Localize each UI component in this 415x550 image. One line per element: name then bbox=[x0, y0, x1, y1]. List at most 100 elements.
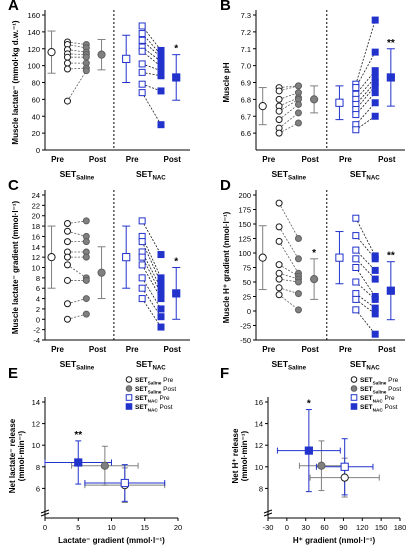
panel-a-point bbox=[138, 47, 146, 55]
panel-b-mean-marker bbox=[386, 73, 395, 82]
panel-c-x-tick-label: Pre bbox=[126, 345, 139, 354]
panel-c-point bbox=[82, 217, 90, 225]
panel-d-sig-saline: * bbox=[312, 248, 316, 259]
panel-e-x-tick-label: 0 bbox=[43, 523, 47, 532]
panel-e-y-label: Net lactate⁻ release bbox=[8, 418, 17, 493]
panel-c-point bbox=[157, 323, 165, 331]
panel-d-point bbox=[371, 255, 379, 263]
panel-b-point bbox=[294, 119, 302, 127]
panel-d-point bbox=[352, 295, 360, 303]
panel-d-point bbox=[275, 291, 283, 299]
panel-e-point bbox=[120, 478, 129, 488]
panel-b-point bbox=[371, 89, 379, 97]
panel-b-sig-nac: ** bbox=[387, 38, 395, 49]
panel-d-letter: D bbox=[220, 177, 231, 194]
panel-e-y-tick-label: 8 bbox=[36, 463, 40, 472]
panel-a-y-tick-label: 120 bbox=[27, 45, 40, 54]
panel-f-x-tick-label: 180 bbox=[394, 523, 407, 532]
panel-f-legend-label: SETNAC Pre bbox=[360, 395, 395, 404]
panel-f-sig-annotation: * bbox=[307, 399, 311, 410]
panel-d-point bbox=[275, 284, 283, 292]
panel-b-point bbox=[275, 116, 283, 124]
panel-c-point bbox=[82, 238, 90, 246]
panel-f-y-tick-label: 16 bbox=[255, 398, 263, 407]
panel-d-y-tick-label: 100 bbox=[238, 249, 251, 258]
panel-d-group-label: SETNAC bbox=[350, 359, 380, 372]
panel-c-y-tick-label: 20 bbox=[32, 212, 40, 221]
panel-d-mean-marker bbox=[386, 286, 395, 295]
panel-d-point bbox=[371, 304, 379, 312]
panel-d-point bbox=[294, 235, 302, 242]
panel-f-x-tick-label: 60 bbox=[320, 523, 328, 532]
panel-b-pair-line bbox=[355, 19, 376, 85]
panel-e-y-tick-label: 12 bbox=[32, 420, 40, 429]
panel-b-y-tick-label: 6.7 bbox=[241, 112, 251, 121]
panel-b-y-label: Muscle pH bbox=[222, 62, 231, 102]
panel-c-pair-line bbox=[67, 264, 87, 279]
panel-b-point bbox=[352, 111, 360, 119]
panel-e-point bbox=[100, 461, 109, 470]
panel-a-point bbox=[63, 97, 71, 105]
panel-d-mean-marker bbox=[258, 253, 267, 262]
panel-e-legend-marker bbox=[125, 403, 133, 410]
panel-d-y-tick-label: 50 bbox=[243, 278, 251, 287]
panel-a-mean-marker bbox=[172, 73, 181, 82]
panel-a-letter: A bbox=[8, 0, 19, 14]
panel-d-point bbox=[352, 306, 360, 314]
panel-d-point bbox=[352, 264, 360, 271]
panel-b-point bbox=[294, 82, 302, 90]
panel-d-x-tick-label: Post bbox=[378, 345, 396, 354]
panel-a-y-tick-label: 160 bbox=[27, 11, 40, 20]
panel-c-pair-line bbox=[141, 277, 162, 310]
panel-b-point bbox=[371, 48, 379, 56]
panel-c-y-tick-label: 6 bbox=[36, 284, 40, 293]
panel-c-letter: C bbox=[8, 177, 19, 194]
panel-a-y-tick-label: 80 bbox=[32, 79, 40, 88]
panel-b-point bbox=[275, 129, 283, 137]
panel-c-y-tick-label: 8 bbox=[36, 274, 40, 283]
panel-b-y-tick-label: 7.0 bbox=[241, 62, 251, 71]
panel-f-y-tick-label: 14 bbox=[255, 420, 263, 429]
panel-c-y-tick-label: -2 bbox=[33, 326, 40, 335]
panel-d-point bbox=[371, 330, 379, 338]
panel-c-point bbox=[63, 253, 71, 261]
panel-c-y-tick-label: 24 bbox=[32, 191, 40, 200]
panel-b-pair-line bbox=[278, 104, 299, 120]
panel-c-y-tick-label: 10 bbox=[32, 264, 40, 273]
panel-f-legend-marker bbox=[350, 403, 358, 410]
panel-e-legend-label: SETSaline Post bbox=[135, 386, 176, 395]
panel-e-legend-marker bbox=[125, 394, 133, 401]
panel-b-point bbox=[352, 126, 360, 134]
panel-d-point bbox=[352, 278, 360, 286]
panel-c-point bbox=[82, 276, 90, 284]
panel-d-pair-line bbox=[278, 226, 299, 260]
panel-a-point bbox=[138, 60, 146, 68]
panel-e-x-tick-label: 15 bbox=[141, 523, 149, 532]
panel-a-y-tick-label: 40 bbox=[32, 112, 40, 121]
panel-a-point bbox=[157, 121, 165, 129]
panel-b-pair-line bbox=[278, 112, 299, 129]
panel-b-pair-line bbox=[278, 99, 299, 112]
panel-d-y-tick-label: -25 bbox=[240, 322, 251, 331]
panel-b-point bbox=[371, 67, 379, 75]
panel-a-pair-line bbox=[141, 25, 162, 51]
panel-d-point bbox=[275, 237, 283, 245]
panel-f-legend-label: SETSaline Post bbox=[360, 386, 401, 395]
panel-c-point bbox=[63, 315, 71, 323]
panel-b-x-tick-label: Pre bbox=[339, 155, 352, 164]
panel-d-y-tick-label: 25 bbox=[243, 293, 251, 302]
panel-d-y-tick-label: 175 bbox=[238, 206, 251, 215]
panel-f-x-tick-label: 120 bbox=[356, 523, 369, 532]
panel-a-x-tick-label: Pre bbox=[51, 155, 64, 164]
panel-f-legend-marker bbox=[350, 394, 358, 401]
panel-c-point bbox=[63, 238, 71, 246]
panel-e-point bbox=[74, 458, 83, 467]
panel-d-pair-line bbox=[355, 309, 376, 335]
panel-d-x-tick-label: Post bbox=[301, 345, 319, 354]
panel-e-x-tick-label: 20 bbox=[174, 523, 182, 532]
panel-b-point bbox=[371, 112, 379, 120]
panel-b-x-tick-label: Pre bbox=[262, 155, 275, 164]
panel-d-point bbox=[352, 255, 360, 263]
panel-d-point bbox=[371, 295, 379, 303]
